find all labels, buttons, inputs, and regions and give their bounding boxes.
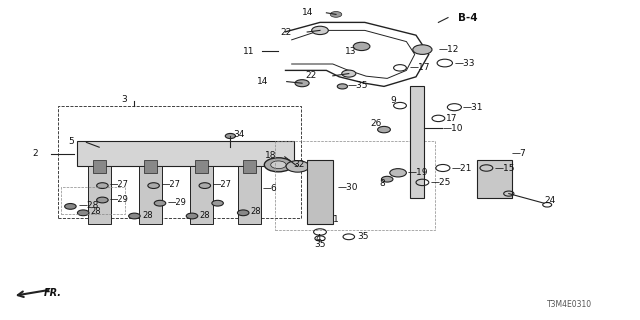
Bar [77, 141, 294, 166]
Text: 28: 28 [200, 211, 211, 220]
Text: 28: 28 [142, 211, 153, 220]
Circle shape [337, 84, 348, 89]
Text: 11: 11 [243, 47, 255, 56]
Circle shape [186, 213, 198, 219]
Circle shape [154, 200, 166, 206]
Bar [190, 166, 213, 224]
Text: 18: 18 [265, 151, 276, 160]
Bar [243, 160, 256, 173]
Text: 28: 28 [91, 207, 102, 216]
Text: —27: —27 [161, 180, 180, 188]
Circle shape [212, 200, 223, 206]
Text: 2: 2 [33, 149, 38, 158]
Circle shape [199, 183, 211, 188]
Text: 3: 3 [122, 95, 127, 104]
Bar [410, 86, 424, 198]
Circle shape [286, 161, 309, 172]
Text: 8: 8 [380, 179, 385, 188]
Text: —35: —35 [348, 81, 368, 90]
Bar [144, 160, 157, 173]
Text: FR.: FR. [44, 288, 61, 298]
Bar [307, 160, 333, 224]
Text: —17: —17 [410, 63, 430, 72]
Text: —21: —21 [451, 164, 472, 172]
Text: —31: —31 [462, 103, 483, 112]
Text: —27: —27 [110, 180, 129, 188]
Circle shape [237, 210, 249, 216]
Text: 9: 9 [391, 96, 396, 105]
Text: —28: —28 [78, 201, 99, 210]
Text: 17: 17 [446, 114, 458, 123]
Circle shape [225, 133, 236, 139]
Circle shape [413, 45, 432, 54]
Circle shape [378, 126, 390, 133]
Text: 35: 35 [314, 240, 326, 249]
Text: —10: —10 [443, 124, 463, 132]
Text: 34: 34 [234, 130, 245, 139]
Circle shape [381, 176, 393, 182]
Text: 14: 14 [302, 8, 314, 17]
Text: 32: 32 [293, 160, 305, 169]
Circle shape [330, 12, 342, 17]
Bar [195, 160, 208, 173]
Text: T3M4E0310: T3M4E0310 [547, 300, 593, 309]
Text: —12: —12 [438, 45, 459, 54]
Circle shape [342, 70, 356, 77]
Text: B-4: B-4 [458, 12, 477, 23]
Circle shape [97, 197, 108, 203]
Text: —6: —6 [262, 184, 277, 193]
Bar [275, 141, 435, 230]
Bar [238, 166, 261, 224]
Text: —25: —25 [430, 178, 451, 187]
Bar [88, 166, 111, 224]
Text: —27: —27 [212, 180, 232, 188]
Bar [93, 160, 106, 173]
Circle shape [97, 183, 108, 188]
Text: —30: —30 [338, 183, 358, 192]
Text: 14: 14 [257, 77, 269, 86]
Text: 4: 4 [316, 234, 321, 243]
Text: 24: 24 [544, 196, 556, 204]
Bar [139, 166, 162, 224]
Text: 5: 5 [68, 137, 74, 146]
Text: 22: 22 [280, 28, 291, 36]
Bar [477, 160, 512, 198]
Circle shape [264, 158, 292, 172]
Bar [61, 187, 125, 214]
Circle shape [129, 213, 140, 219]
Text: —15: —15 [494, 164, 515, 172]
Text: —19: —19 [408, 168, 428, 177]
Text: 22: 22 [305, 71, 317, 80]
Circle shape [390, 169, 406, 177]
Bar [58, 106, 301, 218]
Circle shape [148, 183, 159, 188]
Circle shape [353, 42, 370, 51]
Circle shape [271, 161, 286, 169]
Text: 1: 1 [333, 215, 339, 224]
Text: 26: 26 [371, 119, 382, 128]
Text: 13: 13 [345, 47, 356, 56]
Text: —7: —7 [512, 149, 527, 158]
Text: —29: —29 [168, 198, 186, 207]
Circle shape [65, 204, 76, 209]
Circle shape [77, 210, 89, 216]
Circle shape [312, 26, 328, 35]
Text: 28: 28 [251, 207, 262, 216]
Text: —29: —29 [110, 195, 129, 204]
Text: 35: 35 [357, 232, 369, 241]
Text: —33: —33 [454, 59, 475, 68]
Circle shape [295, 80, 309, 87]
